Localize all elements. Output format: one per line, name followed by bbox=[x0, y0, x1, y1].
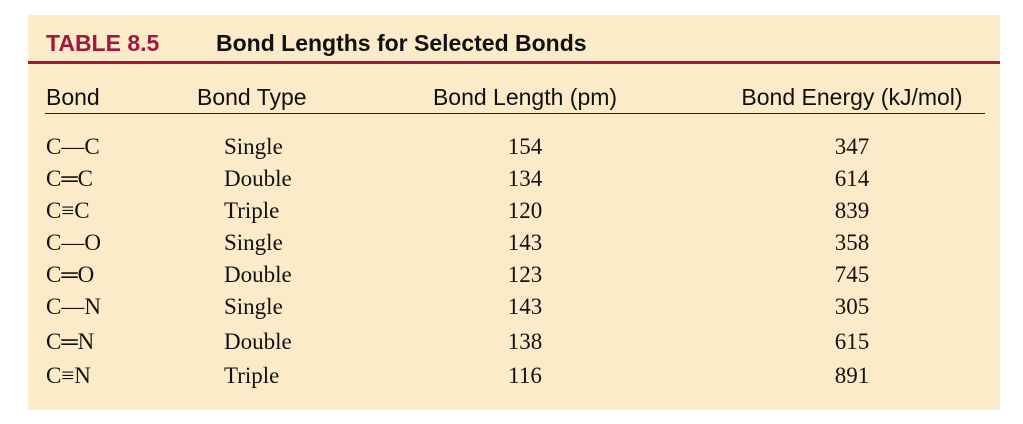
table-cell: C—O bbox=[46, 230, 101, 255]
column-header: Bond Type bbox=[197, 84, 307, 110]
table-cell: C≡C bbox=[46, 198, 90, 223]
table-cell: C—C bbox=[46, 134, 100, 159]
table-cell: C—N bbox=[46, 294, 101, 319]
table-cell: C═O bbox=[46, 262, 95, 287]
table-cell: 615 bbox=[834, 329, 870, 354]
table-panel bbox=[28, 15, 1000, 410]
table-cell: C≡N bbox=[46, 363, 91, 388]
table-cell: Double bbox=[224, 262, 292, 287]
table-cell: C═C bbox=[46, 166, 93, 191]
table-cell: 891 bbox=[834, 363, 870, 388]
table-cell: 143 bbox=[507, 230, 543, 255]
table-cell: Single bbox=[224, 230, 283, 255]
title-rule bbox=[28, 61, 1000, 64]
table-cell: 123 bbox=[507, 262, 543, 287]
table-cell: 745 bbox=[834, 262, 870, 287]
header-rule bbox=[45, 113, 985, 114]
table-cell: Triple bbox=[224, 198, 280, 223]
table-cell: Single bbox=[224, 294, 283, 319]
table-cell: 138 bbox=[507, 329, 543, 354]
table-title: Bond Lengths for Selected Bonds bbox=[216, 30, 587, 56]
table-cell: 154 bbox=[507, 134, 543, 159]
table-cell: 614 bbox=[834, 166, 870, 191]
table-cell: 116 bbox=[508, 363, 542, 388]
table-cell: 839 bbox=[834, 198, 870, 223]
column-header: Bond Length (pm) bbox=[432, 84, 618, 110]
table-label: TABLE 8.5 bbox=[46, 30, 160, 56]
table-cell: 305 bbox=[834, 294, 870, 319]
table-cell: 358 bbox=[834, 230, 870, 255]
table-cell: C═N bbox=[46, 329, 95, 354]
column-header: Bond bbox=[46, 84, 100, 110]
table-cell: Double bbox=[224, 329, 292, 354]
table-cell: 143 bbox=[507, 294, 543, 319]
table-cell: Single bbox=[224, 134, 283, 159]
table-cell: 134 bbox=[507, 166, 543, 191]
column-header: Bond Energy (kJ/mol) bbox=[741, 84, 963, 110]
table-cell: 347 bbox=[834, 134, 870, 159]
table-cell: Triple bbox=[224, 363, 280, 388]
table-cell: Double bbox=[224, 166, 292, 191]
table-cell: 120 bbox=[507, 198, 543, 223]
